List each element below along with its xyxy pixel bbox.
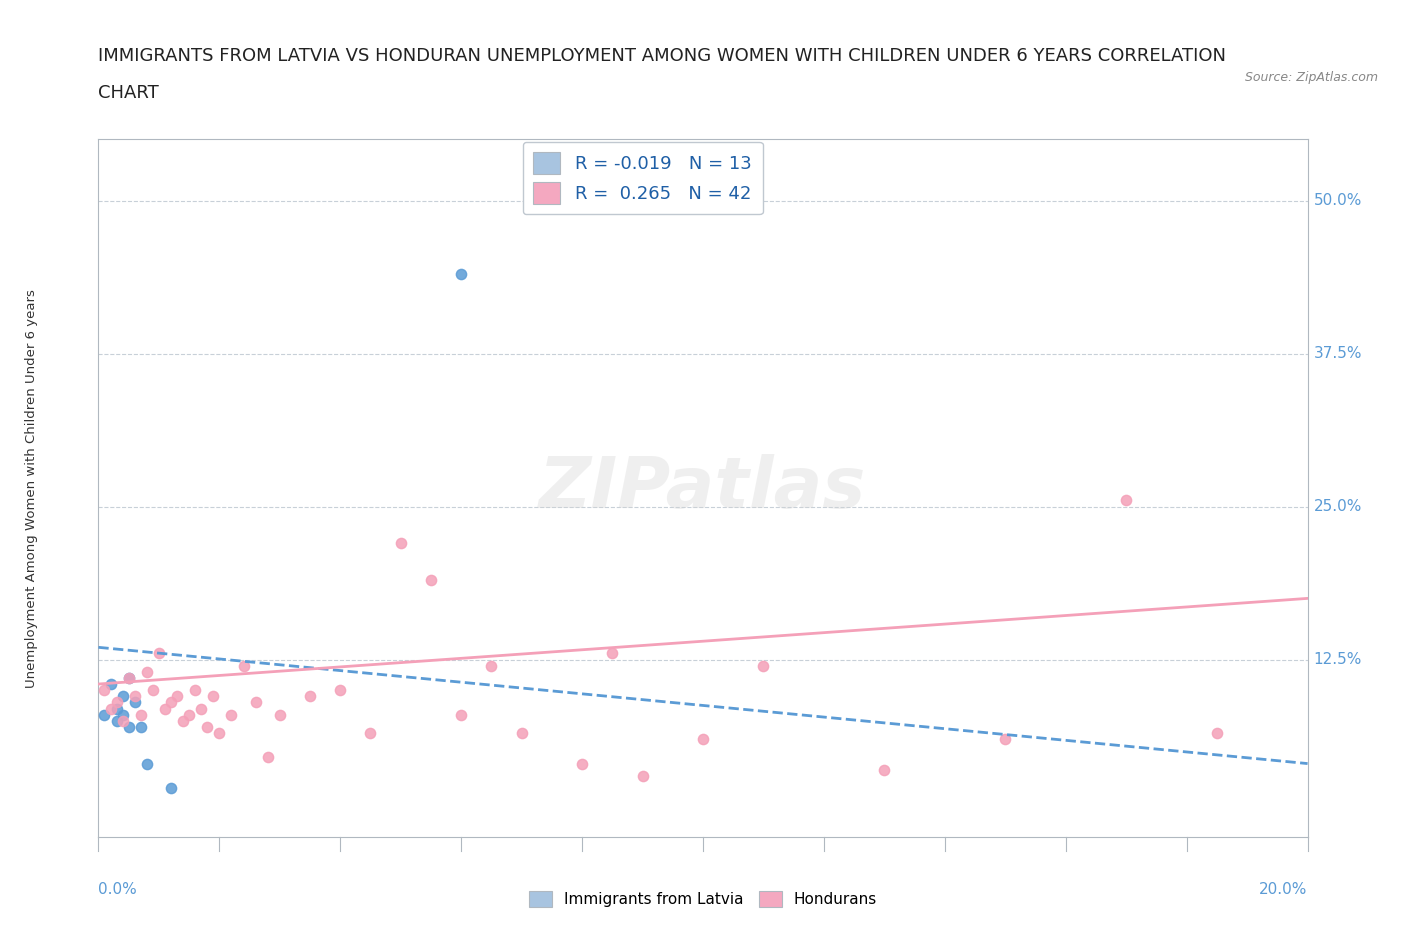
- Point: [1206, 725, 1229, 740]
- Point: [124, 695, 146, 710]
- Point: [111, 689, 134, 704]
- Point: [105, 701, 128, 716]
- Point: [100, 677, 122, 692]
- Point: [190, 701, 212, 716]
- Point: [93, 707, 115, 722]
- Point: [221, 707, 243, 722]
- Point: [232, 658, 254, 673]
- Text: IMMIGRANTS FROM LATVIA VS HONDURAN UNEMPLOYMENT AMONG WOMEN WITH CHILDREN UNDER : IMMIGRANTS FROM LATVIA VS HONDURAN UNEMP…: [98, 47, 1226, 65]
- Legend: Immigrants from Latvia, Hondurans: Immigrants from Latvia, Hondurans: [523, 884, 883, 913]
- Point: [752, 658, 775, 673]
- Text: Unemployment Among Women with Children Under 6 years: Unemployment Among Women with Children U…: [25, 289, 38, 687]
- Point: [93, 683, 115, 698]
- Point: [329, 683, 352, 698]
- Point: [360, 725, 382, 740]
- Point: [105, 713, 128, 728]
- Point: [100, 701, 122, 716]
- Point: [510, 725, 533, 740]
- Point: [148, 646, 170, 661]
- Text: 37.5%: 37.5%: [1313, 346, 1362, 361]
- Text: 25.0%: 25.0%: [1313, 499, 1362, 514]
- Point: [111, 713, 134, 728]
- Text: CHART: CHART: [98, 85, 159, 102]
- Point: [631, 768, 654, 783]
- Point: [135, 664, 157, 679]
- Point: [245, 695, 267, 710]
- Point: [118, 720, 141, 735]
- Point: [571, 756, 593, 771]
- Point: [256, 750, 278, 764]
- Point: [129, 707, 152, 722]
- Point: [172, 713, 194, 728]
- Point: [450, 267, 472, 282]
- Point: [269, 707, 291, 722]
- Text: 50.0%: 50.0%: [1313, 193, 1362, 208]
- Point: [208, 725, 231, 740]
- Point: [184, 683, 207, 698]
- Point: [166, 689, 188, 704]
- Point: [450, 707, 472, 722]
- Point: [994, 732, 1017, 747]
- Point: [195, 720, 218, 735]
- Point: [105, 695, 128, 710]
- Text: ZIPatlas: ZIPatlas: [540, 454, 866, 523]
- Text: 12.5%: 12.5%: [1313, 652, 1362, 667]
- Point: [419, 573, 441, 588]
- Point: [481, 658, 503, 673]
- Point: [153, 701, 176, 716]
- Point: [160, 780, 183, 795]
- Point: [1115, 493, 1137, 508]
- Text: Source: ZipAtlas.com: Source: ZipAtlas.com: [1244, 71, 1378, 84]
- Point: [692, 732, 714, 747]
- Legend: R = -0.019   N = 13, R =  0.265   N = 42: R = -0.019 N = 13, R = 0.265 N = 42: [523, 141, 762, 215]
- Point: [177, 707, 201, 722]
- Point: [602, 646, 624, 661]
- Point: [202, 689, 225, 704]
- Point: [129, 720, 152, 735]
- Point: [873, 763, 896, 777]
- Point: [142, 683, 165, 698]
- Point: [299, 689, 322, 704]
- Point: [111, 707, 134, 722]
- Point: [118, 671, 141, 685]
- Point: [160, 695, 183, 710]
- Point: [124, 689, 146, 704]
- Point: [135, 756, 157, 771]
- Text: 20.0%: 20.0%: [1260, 883, 1308, 897]
- Point: [389, 536, 412, 551]
- Point: [118, 671, 141, 685]
- Text: 0.0%: 0.0%: [98, 883, 138, 897]
